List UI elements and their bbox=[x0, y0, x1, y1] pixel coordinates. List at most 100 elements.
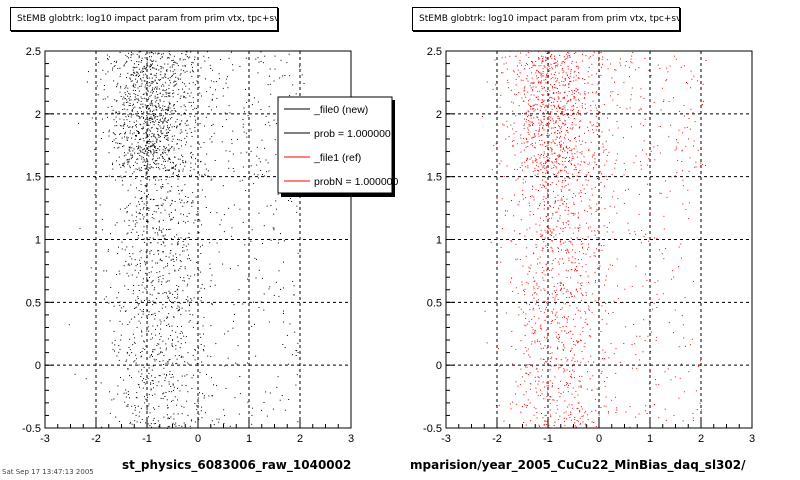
data-point bbox=[154, 97, 156, 99]
data-point bbox=[592, 54, 594, 56]
data-point bbox=[190, 174, 192, 176]
data-point bbox=[682, 420, 684, 422]
data-point bbox=[635, 416, 637, 418]
data-point bbox=[553, 229, 555, 231]
data-point bbox=[638, 359, 640, 361]
data-point bbox=[153, 210, 155, 212]
data-point bbox=[601, 131, 603, 133]
data-point bbox=[528, 304, 530, 306]
data-point bbox=[184, 266, 186, 268]
data-point bbox=[176, 404, 178, 406]
data-point bbox=[288, 200, 289, 201]
data-point bbox=[549, 134, 551, 136]
data-point bbox=[521, 284, 523, 286]
data-point bbox=[171, 140, 173, 142]
data-point bbox=[163, 237, 165, 239]
data-point bbox=[152, 91, 154, 93]
data-point bbox=[231, 143, 233, 145]
data-point bbox=[158, 425, 160, 427]
data-point bbox=[145, 251, 147, 253]
data-point bbox=[616, 104, 618, 106]
data-point bbox=[111, 112, 113, 114]
data-point bbox=[158, 281, 160, 283]
data-point bbox=[152, 154, 154, 156]
data-point bbox=[549, 228, 551, 230]
data-point bbox=[648, 383, 650, 385]
data-point bbox=[149, 146, 151, 148]
data-point bbox=[495, 143, 497, 145]
data-point bbox=[190, 275, 192, 277]
data-point bbox=[191, 75, 193, 77]
data-point bbox=[582, 294, 584, 296]
data-point bbox=[107, 96, 109, 98]
data-point bbox=[574, 258, 576, 260]
data-point bbox=[240, 152, 242, 154]
data-point bbox=[152, 92, 153, 94]
data-point bbox=[552, 141, 554, 143]
data-point bbox=[160, 197, 162, 199]
data-point bbox=[564, 78, 566, 80]
data-point bbox=[609, 264, 611, 266]
x-tick-label: 0 bbox=[195, 433, 201, 445]
data-point bbox=[176, 326, 178, 328]
data-point bbox=[150, 271, 152, 273]
data-point bbox=[142, 151, 144, 153]
data-point bbox=[162, 132, 164, 134]
data-point bbox=[537, 70, 539, 72]
data-point bbox=[173, 386, 175, 388]
data-point bbox=[211, 136, 213, 138]
data-point bbox=[250, 165, 252, 167]
data-point bbox=[219, 59, 221, 60]
data-point bbox=[184, 122, 186, 124]
data-point bbox=[569, 55, 571, 57]
data-point bbox=[518, 91, 520, 93]
data-point bbox=[232, 64, 234, 66]
data-point bbox=[536, 158, 538, 160]
data-point bbox=[562, 317, 564, 319]
data-point bbox=[186, 56, 188, 58]
data-point bbox=[585, 427, 587, 429]
data-point bbox=[147, 377, 149, 379]
data-point bbox=[573, 212, 575, 214]
data-point bbox=[174, 84, 176, 86]
data-point bbox=[503, 420, 505, 422]
data-point bbox=[533, 333, 534, 335]
data-point bbox=[196, 405, 198, 407]
data-point bbox=[233, 304, 235, 306]
data-point bbox=[482, 116, 483, 117]
data-point bbox=[544, 86, 545, 88]
data-point bbox=[494, 59, 496, 61]
data-point bbox=[565, 222, 567, 224]
data-point bbox=[152, 144, 154, 146]
data-point bbox=[525, 313, 527, 315]
data-point bbox=[642, 125, 644, 127]
data-point bbox=[148, 52, 150, 54]
data-point bbox=[636, 335, 638, 337]
data-point bbox=[164, 159, 166, 161]
data-point bbox=[552, 127, 554, 129]
data-point bbox=[540, 135, 542, 137]
data-point bbox=[185, 342, 187, 344]
data-point bbox=[165, 343, 167, 345]
data-point bbox=[119, 67, 121, 69]
data-point bbox=[549, 113, 551, 115]
data-point bbox=[199, 290, 201, 292]
data-point bbox=[520, 368, 522, 370]
data-point bbox=[123, 119, 125, 121]
data-point bbox=[234, 313, 235, 315]
data-point bbox=[157, 64, 159, 66]
data-point bbox=[573, 318, 575, 320]
data-point bbox=[550, 105, 552, 107]
data-point bbox=[568, 404, 570, 406]
data-point bbox=[273, 229, 275, 231]
data-point bbox=[546, 382, 547, 384]
data-point bbox=[549, 157, 551, 159]
data-point bbox=[570, 240, 572, 242]
data-point bbox=[127, 72, 129, 74]
data-point bbox=[168, 149, 170, 151]
data-point bbox=[553, 87, 555, 89]
data-point bbox=[590, 355, 592, 357]
data-point bbox=[568, 161, 569, 162]
data-point bbox=[162, 128, 164, 129]
data-point bbox=[590, 109, 592, 111]
